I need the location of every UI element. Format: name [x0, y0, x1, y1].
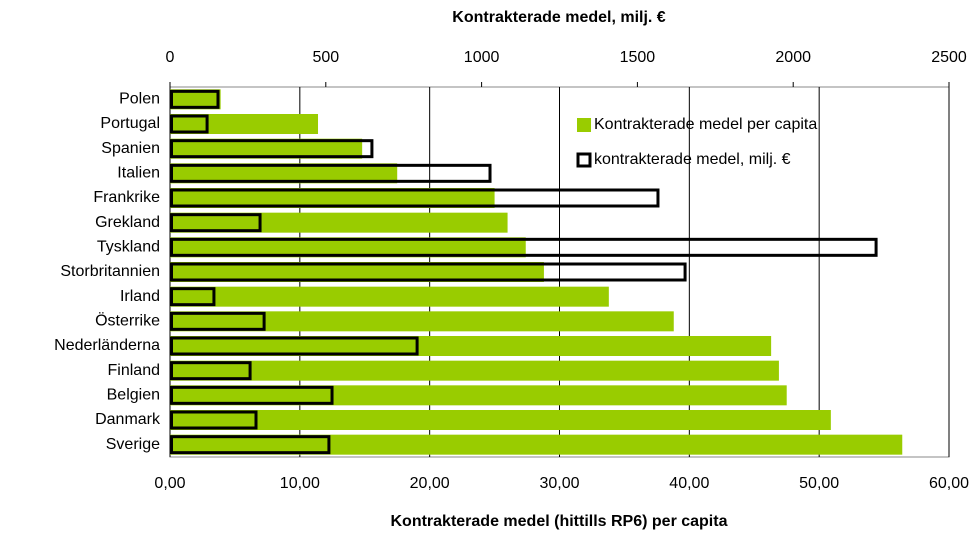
bar-outline [170, 385, 334, 405]
bar [170, 385, 787, 406]
x2-tick-label: 500 [312, 49, 339, 66]
x2-tick-label: 1500 [620, 49, 656, 66]
bar-outline [170, 361, 252, 381]
y-tick-label: Belgien [107, 387, 160, 404]
bar [170, 336, 772, 356]
bar-outline [170, 410, 258, 430]
y-tick-label: Sverige [106, 436, 160, 453]
bar-outline [170, 287, 216, 307]
x-tick-label: 30,00 [539, 475, 579, 492]
y-tick-label: Grekland [95, 214, 160, 231]
bar-outline [170, 237, 878, 257]
y-tick-label: Polen [119, 91, 160, 108]
x2-axis-title: Kontrakterade medel, milj. € [452, 9, 666, 26]
y-tick-label: Storbritannien [60, 263, 160, 280]
bar [170, 188, 495, 208]
bar-outline [170, 89, 220, 109]
y-tick-label: Frankrike [93, 189, 160, 206]
bar [170, 237, 526, 258]
bar-outline [170, 139, 374, 159]
bar [170, 434, 903, 455]
x2-tick-label: 1000 [464, 49, 500, 66]
y-tick-label: Tyskland [97, 239, 160, 256]
bar [170, 212, 508, 233]
x-tick-label: 50,00 [799, 475, 839, 492]
x-tick-label: 40,00 [669, 475, 709, 492]
bar-outline [170, 163, 492, 183]
bar-outline [170, 311, 266, 331]
bar [170, 262, 544, 282]
x-tick-label: 0,00 [154, 475, 185, 492]
bar-outline [170, 336, 419, 356]
y-tick-label: Nederländerna [54, 337, 160, 354]
bar [170, 138, 363, 159]
legend-swatch [577, 118, 591, 132]
y-tick-label: Irland [120, 288, 160, 305]
x2-tick-label: 2500 [931, 49, 967, 66]
bar-outline [170, 188, 660, 208]
legend-label: kontrakterade medel, milj. € [594, 151, 791, 168]
y-tick-label: Italien [117, 165, 160, 182]
bar [170, 360, 779, 381]
y-tick-label: Spanien [101, 140, 160, 157]
legend-swatch [576, 152, 592, 168]
bar-outline [170, 213, 262, 233]
x-axis-title: Kontrakterade medel (hittills RP6) per c… [391, 513, 728, 530]
bar [170, 163, 398, 184]
y-tick-label: Finland [108, 362, 160, 379]
bar-outline [170, 262, 687, 282]
x-tick-label: 60,00 [929, 475, 969, 492]
y-tick-label: Danmark [95, 411, 161, 428]
bar [170, 286, 609, 307]
x-tick-label: 20,00 [410, 475, 450, 492]
x2-tick-label: 0 [166, 49, 175, 66]
y-tick-label: Österrike [95, 312, 160, 330]
bar-outline [170, 114, 209, 134]
bar [170, 89, 221, 110]
x-tick-label: 10,00 [280, 475, 320, 492]
legend-label: Kontrakterade medel per capita [594, 116, 817, 133]
y-tick-label: Portugal [100, 115, 160, 132]
bar-outline [170, 435, 331, 455]
bar [170, 311, 674, 332]
bar [170, 410, 831, 430]
x2-tick-label: 2000 [775, 49, 811, 66]
